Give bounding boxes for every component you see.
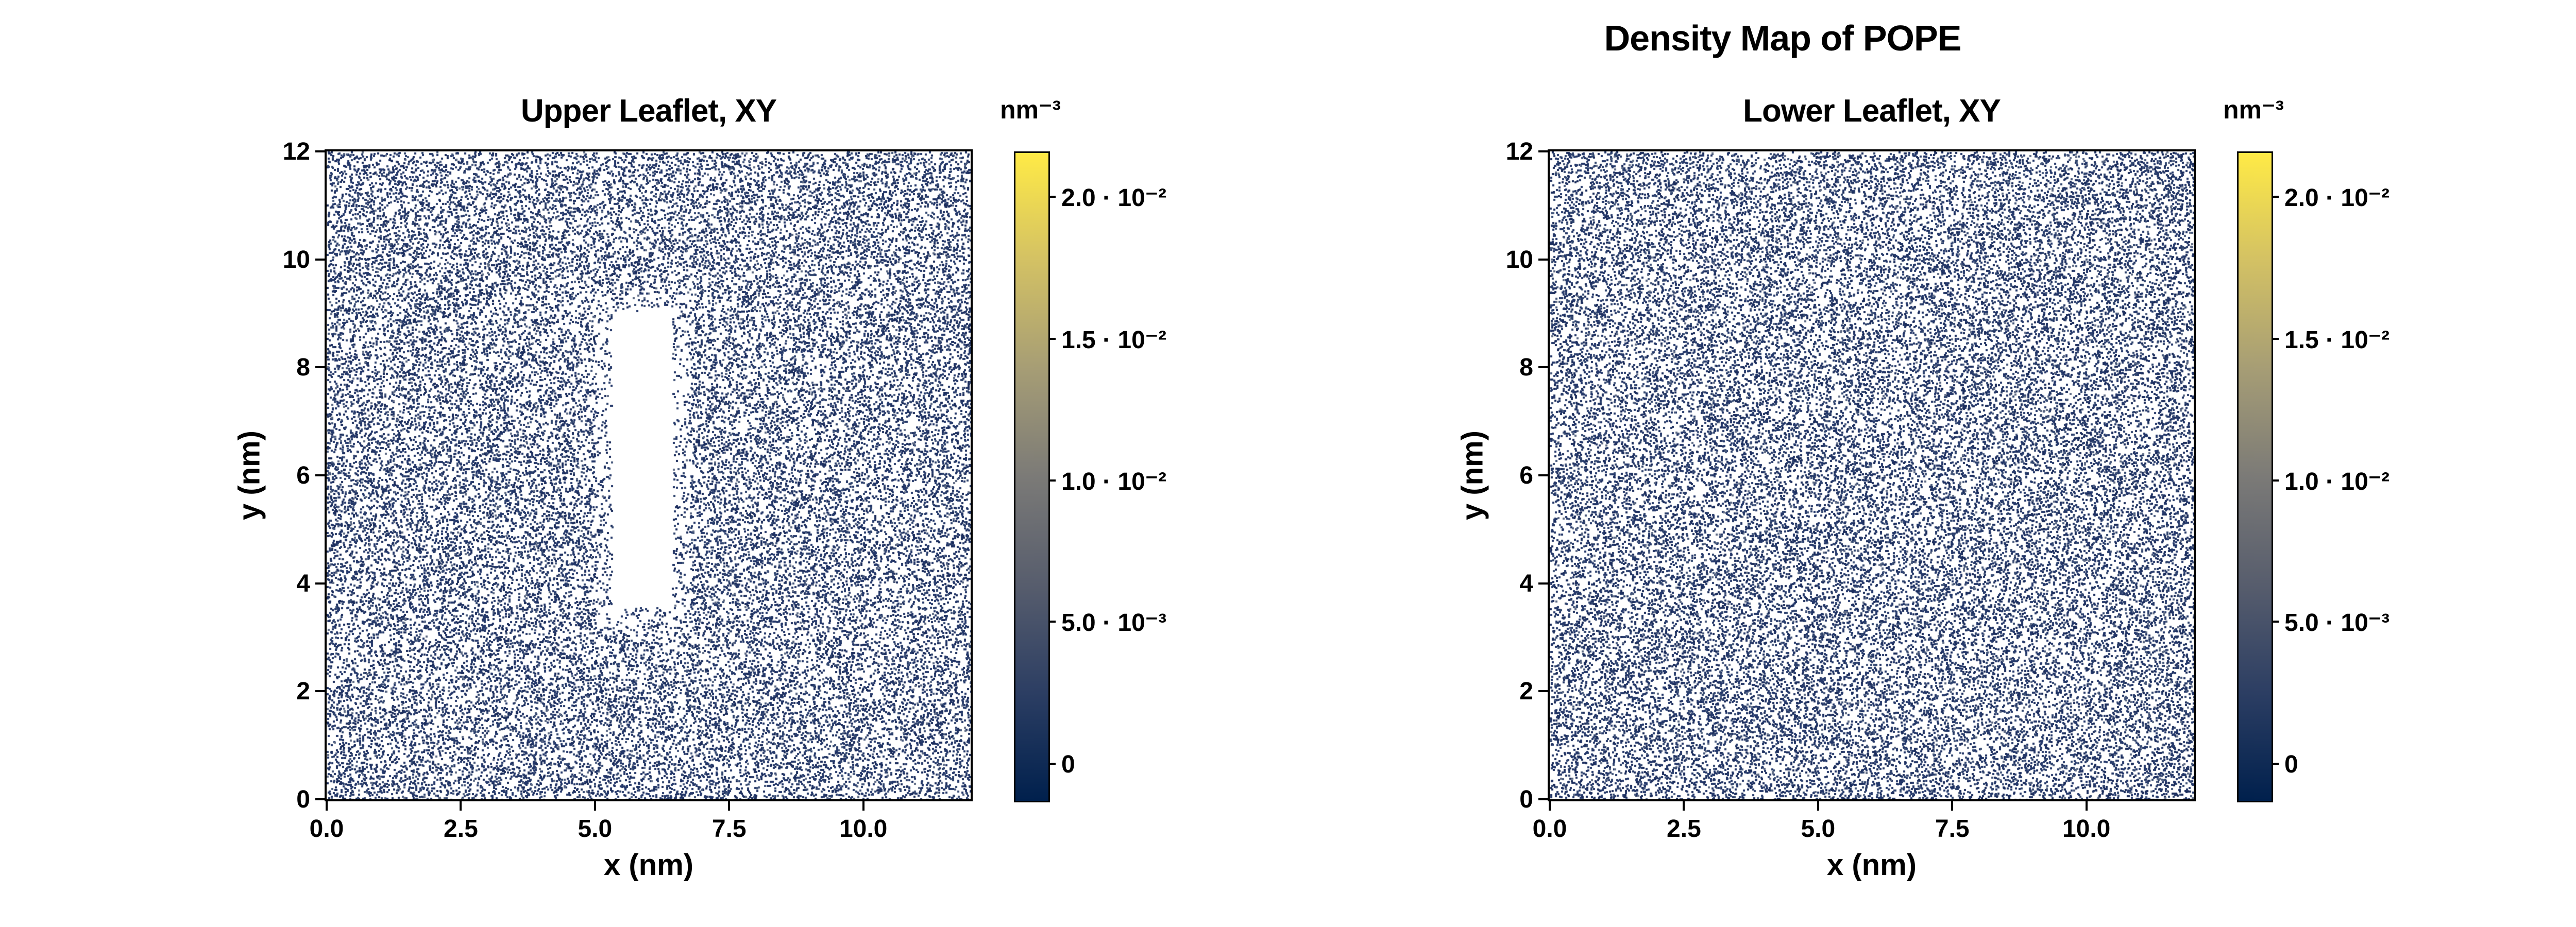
y-tick-label: 12 — [1505, 138, 1533, 165]
colorbar-tick-label: 1.5 · 10⁻² — [1061, 326, 1167, 354]
panel-title-lower-leaflet: Lower Leaflet, XY — [1743, 93, 2001, 129]
colorbar-tick-mark — [1048, 762, 1056, 765]
y-tick-label: 4 — [296, 570, 310, 597]
figure-title: Density Map of POPE — [1604, 18, 1962, 58]
colorbar-unit-label: nm⁻³ — [999, 95, 1061, 124]
y-tick-mark — [315, 474, 325, 476]
y-tick-mark — [315, 798, 325, 800]
x-tick-label: 0.0 — [1532, 815, 1567, 843]
colorbar-tick-mark — [2272, 196, 2279, 198]
colorbar-tick-mark — [1048, 479, 1056, 482]
plot-area — [325, 149, 973, 801]
colorbar-tick-label: 1.5 · 10⁻² — [2284, 326, 2390, 354]
colorbar-unit-label: nm⁻³ — [2223, 95, 2284, 124]
plot-area — [1548, 149, 2196, 801]
y-tick-label: 2 — [1519, 678, 1533, 706]
x-tick-mark — [2085, 801, 2088, 811]
x-tick-mark — [326, 801, 328, 811]
y-tick-label: 6 — [296, 462, 310, 489]
x-tick-mark — [1817, 801, 1819, 811]
panel-upper-leaflet-xy: Upper Leaflet, XY y (nm) x (nm) nm⁻³ 0.0… — [196, 93, 1278, 896]
x-tick-mark — [1951, 801, 1954, 811]
x-tick-label: 7.5 — [1935, 815, 1970, 843]
colorbar-tick-label: 2.0 · 10⁻² — [2284, 184, 2390, 212]
x-tick-mark — [1549, 801, 1551, 811]
y-tick-mark — [315, 582, 325, 585]
y-tick-label: 10 — [1505, 246, 1533, 273]
x-tick-label: 5.0 — [1801, 815, 1836, 843]
colorbar-tick-mark — [2272, 337, 2279, 340]
colorbar-tick-mark — [2272, 621, 2279, 623]
y-tick-label: 0 — [1519, 786, 1533, 813]
x-tick-label: 0.0 — [309, 815, 344, 843]
y-tick-label: 12 — [282, 138, 310, 165]
y-tick-mark — [1538, 150, 1548, 152]
colorbar-tick-label: 0 — [2284, 750, 2298, 778]
x-axis-label: x (nm) — [604, 848, 693, 882]
x-tick-label: 7.5 — [711, 815, 747, 843]
x-tick-mark — [460, 801, 462, 811]
x-tick-label: 10.0 — [2062, 815, 2111, 843]
y-tick-label: 10 — [282, 246, 310, 273]
colorbar-tick-label: 1.0 · 10⁻² — [1061, 468, 1167, 496]
y-tick-mark — [1538, 258, 1548, 261]
y-tick-label: 2 — [296, 678, 310, 706]
density-heatmap-canvas — [1550, 151, 2194, 799]
y-tick-mark — [315, 150, 325, 152]
x-axis-label: x (nm) — [1827, 848, 1917, 882]
colorbar-tick-mark — [2272, 762, 2279, 765]
x-tick-label: 2.5 — [1667, 815, 1701, 843]
y-tick-label: 6 — [1519, 462, 1533, 489]
colorbar-tick-mark — [1048, 621, 1056, 623]
colorbar-tick-label: 2.0 · 10⁻² — [1061, 184, 1167, 212]
x-tick-mark — [862, 801, 865, 811]
x-tick-label: 10.0 — [839, 815, 888, 843]
colorbar-tick-label: 1.0 · 10⁻² — [2284, 468, 2390, 496]
density-heatmap-canvas — [327, 151, 971, 799]
x-tick-mark — [594, 801, 596, 811]
x-tick-mark — [1683, 801, 1685, 811]
colorbar-tick-mark — [2272, 479, 2279, 482]
colorbar — [1014, 151, 1050, 802]
colorbar-tick-label: 5.0 · 10⁻³ — [2284, 609, 2390, 637]
y-tick-mark — [1538, 474, 1548, 476]
y-tick-mark — [1538, 366, 1548, 369]
panel-lower-leaflet-xy: Lower Leaflet, XY y (nm) x (nm) nm⁻³ 0.0… — [1419, 93, 2501, 896]
x-tick-mark — [728, 801, 731, 811]
panel-title-upper-leaflet: Upper Leaflet, XY — [520, 93, 777, 129]
y-tick-mark — [315, 258, 325, 261]
colorbar-tick-label: 5.0 · 10⁻³ — [1061, 609, 1167, 637]
y-tick-label: 0 — [296, 786, 310, 813]
y-tick-mark — [315, 366, 325, 369]
y-tick-mark — [1538, 582, 1548, 585]
y-tick-mark — [1538, 798, 1548, 800]
y-tick-label: 4 — [1519, 570, 1533, 597]
y-tick-label: 8 — [1519, 354, 1533, 382]
y-tick-mark — [1538, 690, 1548, 693]
y-tick-label: 8 — [296, 354, 310, 382]
x-tick-label: 5.0 — [578, 815, 613, 843]
x-tick-label: 2.5 — [444, 815, 478, 843]
colorbar — [2237, 151, 2273, 802]
y-tick-mark — [315, 690, 325, 693]
colorbar-tick-label: 0 — [1061, 750, 1075, 778]
colorbar-tick-mark — [1048, 337, 1056, 340]
colorbar-tick-mark — [1048, 196, 1056, 198]
